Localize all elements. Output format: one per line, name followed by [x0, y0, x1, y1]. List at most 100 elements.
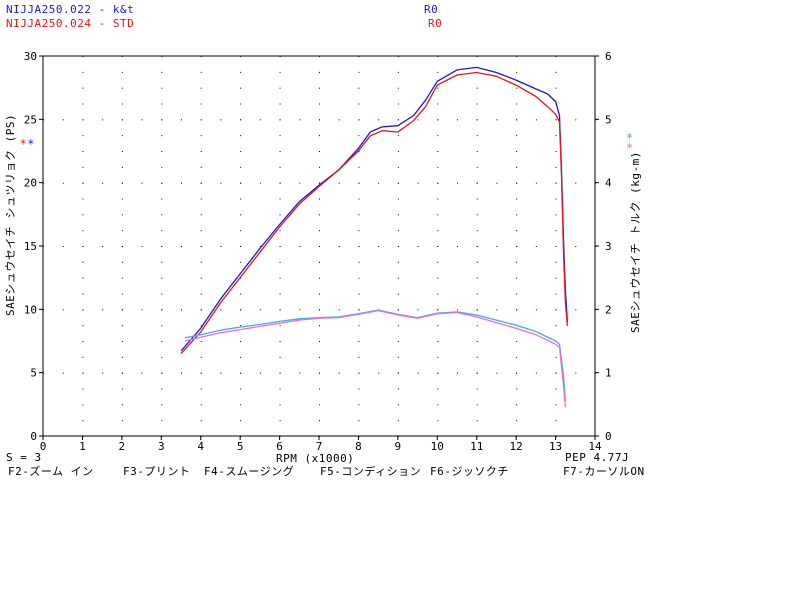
grid-dot: [516, 372, 518, 374]
grid-dot: [397, 71, 399, 73]
x-tick-label: 10: [431, 440, 444, 453]
grid-dot: [358, 214, 360, 216]
grid-dot: [259, 182, 261, 184]
grid-dot: [457, 309, 458, 311]
x-tick-label: 4: [197, 440, 204, 453]
grid-dot: [476, 166, 478, 168]
grid-dot: [279, 277, 281, 279]
grid-dot: [397, 341, 399, 342]
x-tick-label: 13: [549, 440, 562, 453]
grid-dot: [279, 293, 281, 295]
grid-dot: [161, 87, 163, 89]
grid-dot: [279, 135, 281, 137]
grid-dot: [476, 261, 478, 263]
grid-dot: [141, 309, 143, 311]
grid-dot: [476, 135, 478, 137]
grid-dot: [220, 246, 222, 247]
condition-key[interactable]: F5-コンディション: [320, 465, 422, 478]
grid-dot: [437, 71, 439, 73]
grid-dot: [82, 356, 84, 358]
grid-dot: [516, 261, 518, 263]
grid-dot: [279, 356, 281, 358]
grid-dot: [200, 356, 202, 358]
grid-dot: [121, 356, 123, 358]
grid-dot: [555, 71, 557, 73]
grid-dot: [279, 151, 281, 152]
grid-dot: [200, 261, 202, 263]
x-tick-label: 9: [395, 440, 402, 453]
grid-dot: [555, 325, 557, 327]
grid-dot: [397, 103, 399, 105]
grid-dot: [220, 182, 222, 184]
right-marker-bottom: *: [626, 141, 634, 155]
grid-dot: [417, 119, 419, 121]
grid-dot: [200, 420, 202, 422]
grid-dot: [358, 246, 360, 247]
grid-dot: [200, 182, 202, 184]
print-key[interactable]: F3-プリント: [123, 465, 191, 478]
grid-dot: [82, 341, 84, 342]
x-tick-label: 3: [158, 440, 165, 453]
x-axis-title: RPM (x1000): [276, 452, 355, 465]
grid-dot: [102, 246, 104, 247]
grid-dot: [161, 71, 163, 73]
grid-dot: [397, 277, 399, 279]
grid-dot: [358, 198, 360, 200]
grid-dot: [319, 135, 320, 137]
grid-dot: [279, 214, 281, 216]
grid-dot: [516, 135, 518, 137]
grid-dot: [121, 277, 123, 279]
grid-dot: [516, 71, 518, 73]
grid-dot: [82, 420, 84, 422]
grid-dot: [200, 119, 202, 121]
grid-dot: [240, 87, 242, 89]
cursor-on-key[interactable]: F7-カーソルON: [563, 465, 645, 478]
grid-dot: [161, 246, 163, 247]
grid-dot: [161, 198, 163, 200]
grid-dot: [319, 309, 320, 311]
grid-dot: [476, 103, 478, 105]
zoom-in-key[interactable]: F2-ズーム イン: [8, 465, 94, 478]
grid-dot: [437, 135, 439, 137]
grid-dot: [358, 230, 360, 232]
y-tick-label-left: 0: [30, 430, 37, 443]
grid-dot: [358, 71, 360, 73]
grid-dot: [240, 293, 242, 295]
grid-dot: [319, 71, 320, 73]
grid-dot: [161, 151, 163, 152]
grid-dot: [279, 325, 281, 327]
grid-dot: [181, 309, 182, 311]
grid-dot: [121, 87, 123, 89]
grid-dot: [476, 151, 478, 152]
grid-dot: [240, 246, 242, 247]
grid-dot: [555, 420, 557, 422]
grid-dot: [181, 246, 182, 247]
grid-dot: [476, 356, 478, 358]
grid-dot: [319, 87, 320, 89]
grid-dot: [279, 372, 281, 374]
left-marker-red: *: [19, 137, 28, 151]
grid-dot: [181, 182, 182, 184]
grid-dot: [516, 293, 518, 295]
grid-dot: [437, 325, 439, 327]
grid-dot: [240, 356, 242, 358]
grid-dot: [476, 293, 478, 295]
grid-dot: [161, 309, 163, 311]
grid-dot: [555, 309, 557, 311]
grid-dot: [200, 404, 202, 406]
grid-dot: [358, 388, 360, 390]
smoothing-key[interactable]: F4-スムージング: [204, 465, 295, 478]
grid-dot: [161, 404, 163, 406]
grid-dot: [82, 71, 84, 73]
grid-dot: [397, 119, 399, 121]
grid-dot: [200, 87, 202, 89]
actual-value-key[interactable]: F6-ジッソクチ: [430, 465, 509, 478]
grid-dot: [555, 135, 557, 137]
grid-dot: [279, 388, 281, 390]
grid-dot: [496, 372, 498, 374]
grid-dot: [319, 404, 320, 406]
grid-dot: [279, 87, 281, 89]
grid-dot: [161, 135, 163, 137]
grid-dot: [240, 325, 242, 327]
